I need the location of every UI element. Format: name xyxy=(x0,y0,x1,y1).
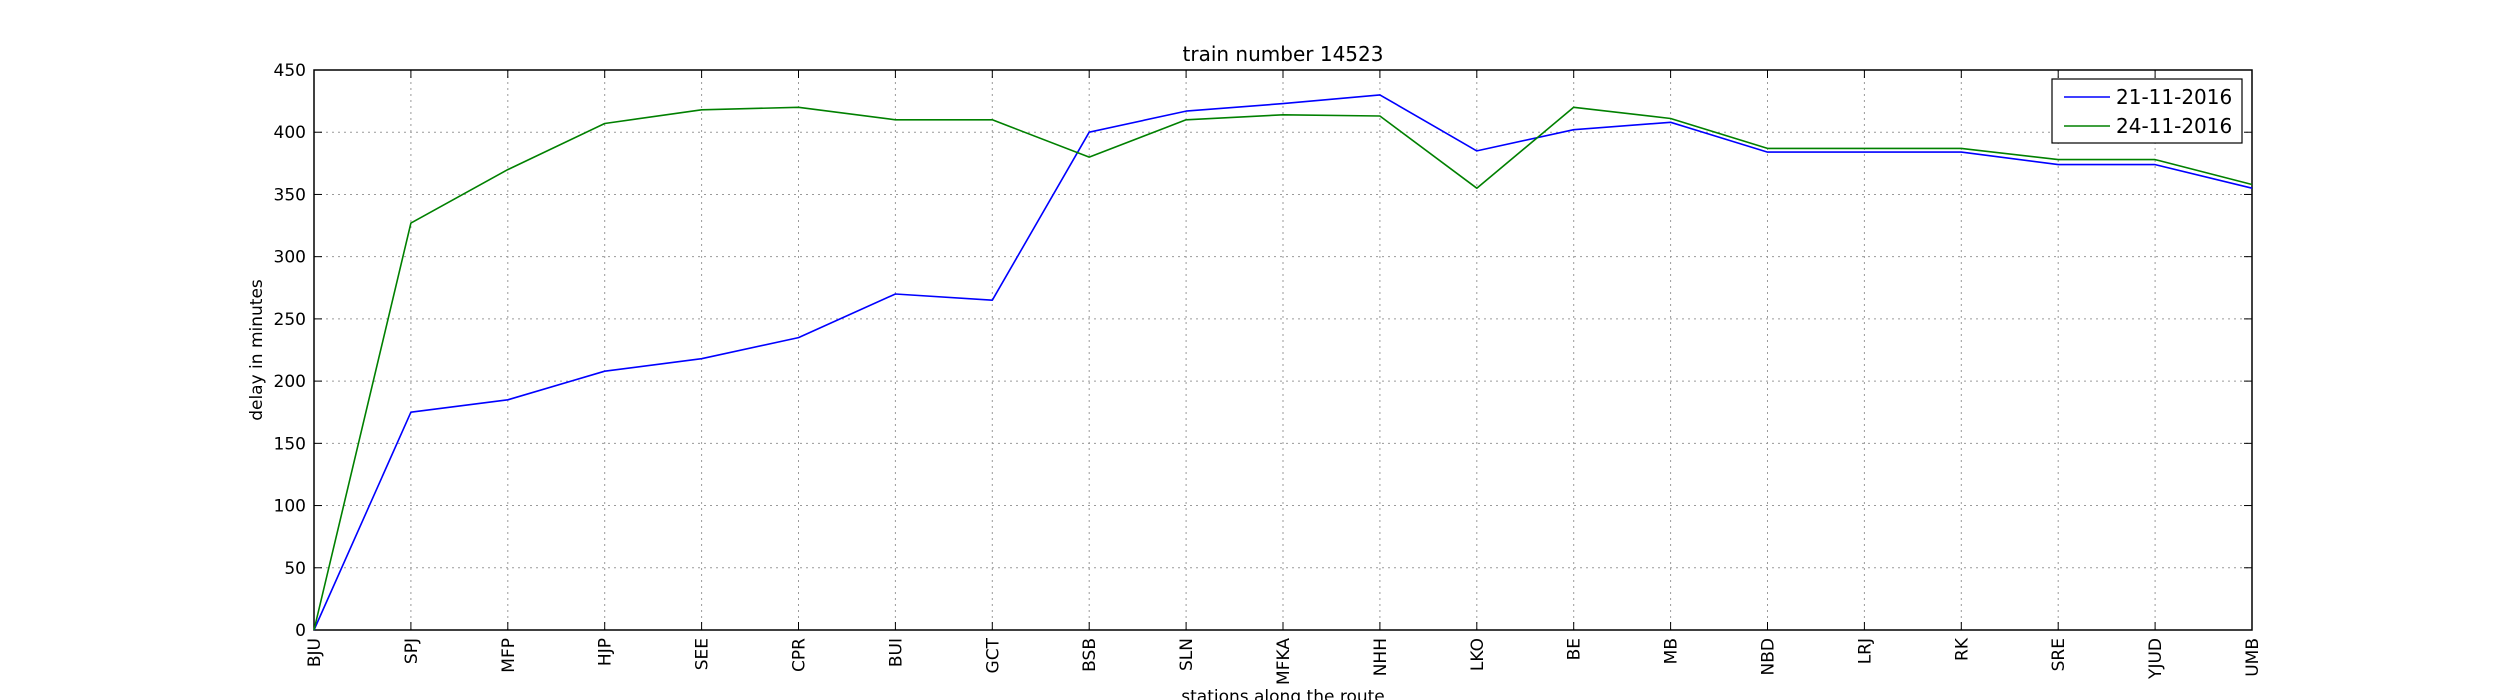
data-point xyxy=(992,300,993,301)
data-point xyxy=(1476,150,1477,151)
data-point xyxy=(798,337,799,338)
data-point xyxy=(2058,164,2059,165)
data-point xyxy=(1283,114,1284,115)
data-point xyxy=(1379,116,1380,117)
y-axis-label: delay in minutes xyxy=(247,279,267,421)
x-tick-label: HJP xyxy=(596,638,616,666)
data-point xyxy=(895,294,896,295)
data-point xyxy=(2252,188,2253,189)
x-tick-label: MFP xyxy=(499,638,519,673)
legend-box xyxy=(2051,78,2243,144)
data-point xyxy=(1573,107,1574,108)
y-tick-label: 400 xyxy=(274,123,306,143)
data-point xyxy=(1864,148,1865,149)
data-point xyxy=(604,371,605,372)
data-point xyxy=(1573,129,1574,130)
x-tick-label: NBD xyxy=(1759,638,1779,675)
data-point xyxy=(1476,188,1477,189)
y-tick-label: 350 xyxy=(274,185,306,205)
data-point xyxy=(1864,152,1865,153)
data-point xyxy=(410,412,411,413)
x-tick-label: UMB xyxy=(2243,638,2263,677)
data-point xyxy=(2155,159,2156,160)
data-point xyxy=(2252,184,2253,185)
legend-label: 21-11-2016 xyxy=(2116,85,2232,109)
legend: 21-11-2016 24-11-2016 xyxy=(2051,78,2243,144)
data-point xyxy=(1089,132,1090,133)
x-tick-label: BSB xyxy=(1080,638,1100,672)
y-tick-label: 300 xyxy=(274,248,306,268)
data-point xyxy=(314,630,315,631)
data-point xyxy=(1283,103,1284,104)
x-tick-label: LKO xyxy=(1468,638,1488,671)
x-tick-label: SRE xyxy=(2049,638,2069,671)
y-tick-label: 0 xyxy=(295,621,306,641)
x-tick-label: BE xyxy=(1565,638,1585,660)
data-point xyxy=(507,399,508,400)
x-tick-label: SLN xyxy=(1177,638,1197,671)
y-tick-label: 150 xyxy=(274,434,306,454)
x-tick-label: LRJ xyxy=(1855,638,1875,664)
legend-label: 24-11-2016 xyxy=(2116,114,2232,138)
x-tick-label: NHH xyxy=(1371,638,1391,676)
x-tick-label: MB xyxy=(1662,638,1682,664)
y-tick-label: 100 xyxy=(274,497,306,517)
axis-ticks: BJU SPJ MFP HJP SEE CPR BUI GCT BSB SLN MFKA NHH LKO… xyxy=(274,61,2263,685)
data-point xyxy=(798,107,799,108)
data-point xyxy=(1186,119,1187,120)
data-point xyxy=(1961,152,1962,153)
data-point xyxy=(701,358,702,359)
series-line-2 xyxy=(313,106,2253,631)
x-tick-label: SEE xyxy=(693,638,713,670)
data-point xyxy=(1089,157,1090,158)
x-tick-label: MFKA xyxy=(1274,638,1294,685)
data-point xyxy=(604,123,605,124)
grid-lines xyxy=(314,70,2252,630)
x-tick-label: GCT xyxy=(983,637,1003,673)
x-tick-label: BUI xyxy=(886,638,906,667)
y-tick-label: 250 xyxy=(274,310,306,330)
data-point xyxy=(410,223,411,224)
data-point xyxy=(1767,148,1768,149)
x-tick-label: YJUD xyxy=(2146,638,2166,680)
y-tick-label: 50 xyxy=(284,559,306,579)
x-tick-label: BJU xyxy=(305,638,325,667)
data-point xyxy=(2058,159,2059,160)
data-point xyxy=(1670,118,1671,119)
data-point xyxy=(895,119,896,120)
x-tick-label: SPJ xyxy=(402,638,422,664)
data-point xyxy=(1961,148,1962,149)
data-point xyxy=(992,119,993,120)
data-point xyxy=(701,109,702,110)
data-point xyxy=(1670,122,1671,123)
x-axis-label: stations along the route xyxy=(1181,687,1385,700)
series-lines xyxy=(313,94,2253,631)
data-point xyxy=(507,169,508,170)
y-tick-label: 200 xyxy=(274,372,306,392)
x-tick-label: RK xyxy=(1952,637,1972,661)
x-tick-label: CPR xyxy=(790,638,810,672)
data-point xyxy=(2155,164,2156,165)
y-tick-label: 450 xyxy=(274,61,306,81)
data-point xyxy=(1186,111,1187,112)
chart-title: train number 14523 xyxy=(1183,42,1384,66)
data-point xyxy=(1379,94,1380,95)
series-line-1 xyxy=(313,94,2253,631)
data-point xyxy=(1767,152,1768,153)
